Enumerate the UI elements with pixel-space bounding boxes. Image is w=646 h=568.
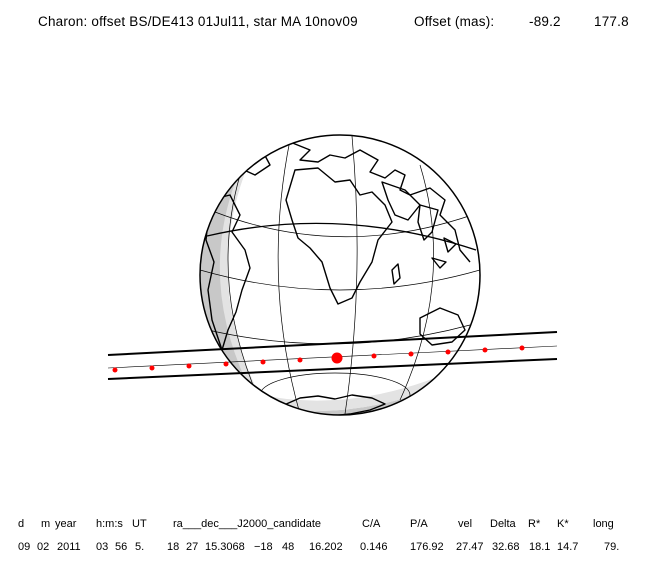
coastlines xyxy=(205,141,471,415)
col-month: m xyxy=(41,518,51,530)
shadow-south-limit xyxy=(107,358,558,380)
col-delta: Delta xyxy=(490,518,516,530)
val-kstar: 14.7 xyxy=(557,541,579,553)
time-marker xyxy=(260,359,266,365)
col-kstar: K* xyxy=(557,518,569,530)
time-marker xyxy=(408,351,414,357)
equator-line xyxy=(206,222,477,251)
night-zone xyxy=(200,160,310,415)
offset-dec-value: 177.8 xyxy=(594,14,629,29)
val-dec-s: 16.202 xyxy=(309,541,343,553)
time-marker xyxy=(519,345,525,351)
val-dec-d: −18 xyxy=(254,541,273,553)
australia-coast xyxy=(419,307,466,346)
val-year: 2011 xyxy=(57,541,81,553)
parallel-30n xyxy=(214,211,473,238)
val-month: 02 xyxy=(37,541,50,553)
col-ca: C/A xyxy=(362,518,381,530)
col-vel: vel xyxy=(458,518,473,530)
time-marker xyxy=(223,361,229,367)
val-ra-s: 15.3068 xyxy=(205,541,245,553)
col-long: long xyxy=(593,518,614,530)
africa-coast xyxy=(285,167,393,305)
val-ra-m: 27 xyxy=(186,541,199,553)
greenland-coast xyxy=(239,149,271,176)
meridian-4 xyxy=(227,174,256,391)
time-marker xyxy=(297,357,303,363)
col-radec: ra___dec___J2000_candidate xyxy=(173,518,322,530)
islands-coast xyxy=(431,237,457,269)
val-delta: 32.68 xyxy=(492,541,520,553)
val-ca: 0.146 xyxy=(360,541,388,553)
plot-title: Charon: offset BS/DE413 01Jul11, star MA… xyxy=(38,14,358,29)
shadow-north-limit xyxy=(107,331,558,356)
arabia-coast xyxy=(381,181,421,221)
val-second: 5. xyxy=(135,541,145,553)
time-marker xyxy=(371,353,377,359)
val-rstar: 18.1 xyxy=(529,541,551,553)
val-dec-m: 48 xyxy=(282,541,295,553)
val-hour: 03 xyxy=(96,541,109,553)
col-year: year xyxy=(55,518,77,530)
val-pa: 176.92 xyxy=(410,541,444,553)
asia-coast xyxy=(409,187,471,263)
globe-outline xyxy=(199,134,481,416)
twilight-zone-bottom xyxy=(230,372,455,412)
offset-ra-value: -89.2 xyxy=(529,14,561,29)
col-rstar: R* xyxy=(528,518,541,530)
india-coast xyxy=(417,204,439,241)
time-marker xyxy=(445,349,451,355)
time-marker xyxy=(149,365,155,371)
col-ut: UT xyxy=(132,518,147,530)
col-hms: h:m:s xyxy=(96,518,123,530)
offset-label: Offset (mas): xyxy=(414,14,495,29)
meridian-2 xyxy=(344,135,358,415)
time-marker xyxy=(186,363,192,369)
americas-coast xyxy=(205,194,251,351)
val-ra-h: 18 xyxy=(167,541,180,553)
title-bar: Charon: offset BS/DE413 01Jul11, star MA… xyxy=(0,14,646,34)
time-marker xyxy=(112,367,118,373)
time-markers xyxy=(112,345,525,373)
night-side-shading xyxy=(200,140,470,415)
val-minute: 56 xyxy=(115,541,128,553)
madagascar-coast xyxy=(391,263,401,285)
col-day: d xyxy=(18,518,25,530)
parallel-0 xyxy=(200,269,480,291)
twilight-zone xyxy=(200,140,330,415)
parallel-30s xyxy=(207,324,471,345)
val-day: 09 xyxy=(18,541,31,553)
time-marker xyxy=(482,347,488,353)
col-pa: P/A xyxy=(410,518,428,530)
val-vel: 27.47 xyxy=(456,541,484,553)
closest-approach-marker xyxy=(331,352,343,364)
val-long: 79. xyxy=(604,541,620,553)
meridian-1 xyxy=(277,139,301,415)
europe-coast xyxy=(264,141,411,196)
